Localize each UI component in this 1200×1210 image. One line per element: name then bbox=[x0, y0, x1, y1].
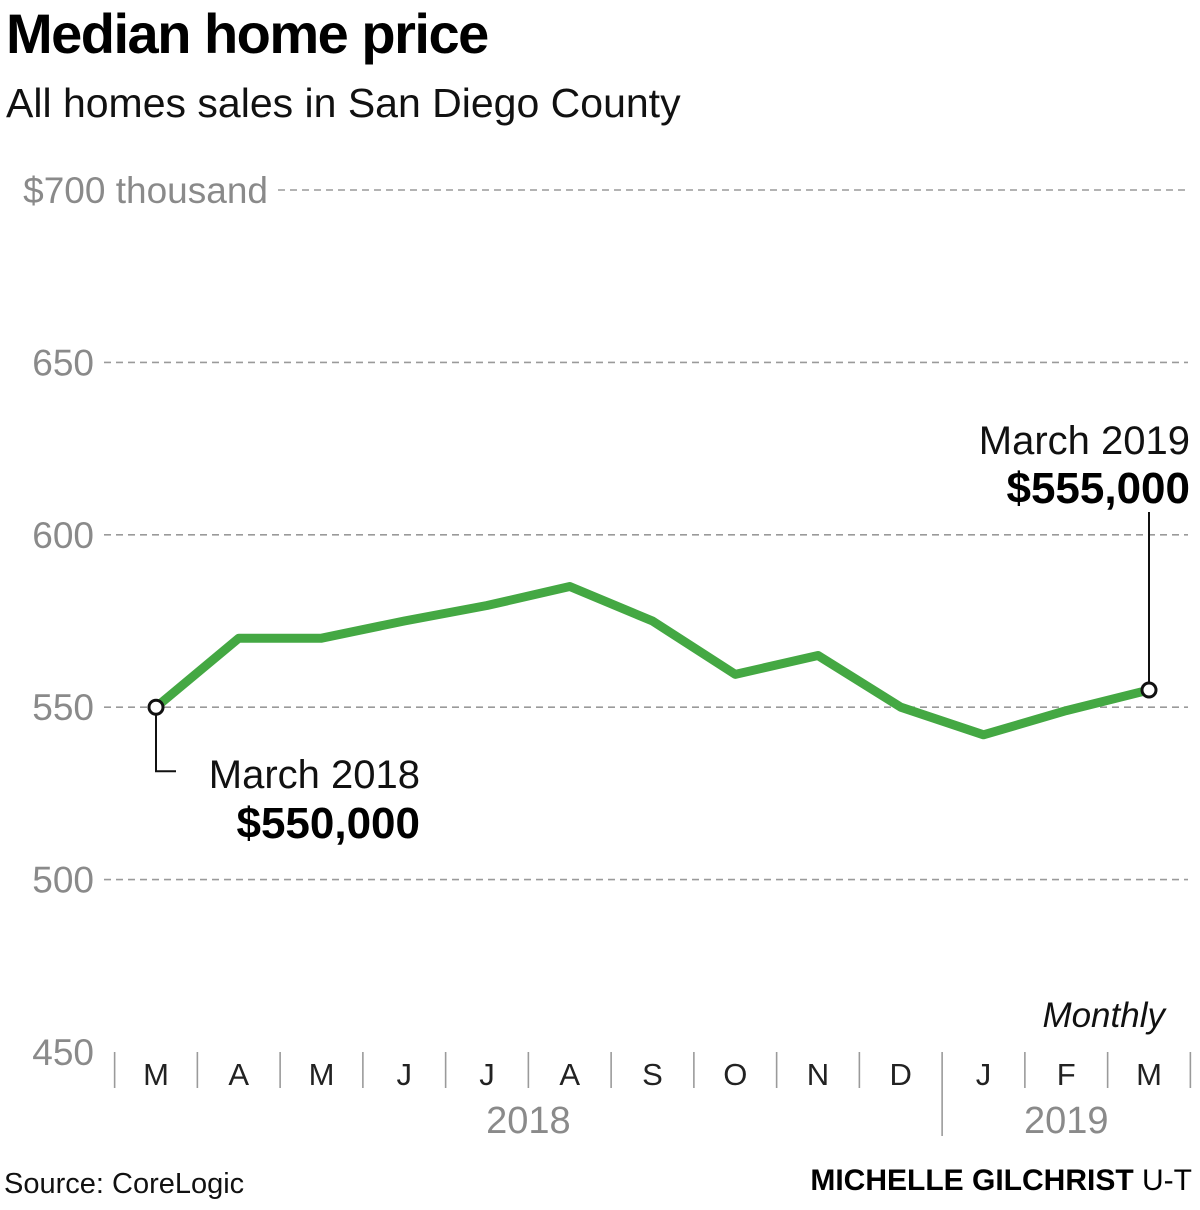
annotation-leader-start bbox=[155, 707, 176, 773]
x-tick-label: M bbox=[1136, 1057, 1162, 1092]
y-tick-label: 600 bbox=[32, 515, 94, 556]
annotation-value-start: $550,000 bbox=[236, 799, 420, 848]
data-point-end bbox=[1140, 681, 1158, 699]
x-tick-label: S bbox=[642, 1057, 663, 1092]
x-tick-label: M bbox=[309, 1057, 335, 1092]
x-tick-label: F bbox=[1057, 1057, 1076, 1092]
credit-org: U-T bbox=[1142, 1164, 1192, 1197]
credit-line: MICHELLE GILCHRIST U-T bbox=[810, 1162, 1192, 1200]
credit-name: MICHELLE GILCHRIST bbox=[810, 1164, 1134, 1197]
annotation-value-end: $555,000 bbox=[1006, 464, 1190, 513]
x-tick-label: J bbox=[479, 1057, 495, 1092]
source-note: Source: CoreLogic bbox=[4, 1168, 245, 1200]
y-tick-label: $700 thousand bbox=[23, 170, 268, 211]
year-label: 2019 bbox=[1024, 1100, 1109, 1142]
chart-subtitle: All homes sales in San Diego County bbox=[6, 80, 681, 126]
data-point-start bbox=[147, 698, 165, 716]
x-tick-label: N bbox=[807, 1057, 829, 1092]
x-tick-label: D bbox=[890, 1057, 912, 1092]
x-tick-label: O bbox=[723, 1057, 747, 1092]
y-tick-label: 450 bbox=[32, 1032, 94, 1073]
x-tick-label: M bbox=[143, 1057, 169, 1092]
x-tick-label: A bbox=[559, 1057, 580, 1092]
chart-title: Median home price bbox=[6, 2, 489, 65]
x-tick-label: J bbox=[976, 1057, 992, 1092]
series-line bbox=[151, 582, 1154, 740]
y-tick-label: 550 bbox=[32, 687, 94, 728]
frequency-label: Monthly bbox=[1042, 996, 1167, 1035]
year-label: 2018 bbox=[486, 1100, 571, 1142]
annotation-label-start: March 2018 bbox=[209, 753, 420, 797]
x-tick-label: A bbox=[228, 1057, 249, 1092]
annotation-label-end: March 2019 bbox=[979, 419, 1190, 463]
y-tick-label: 650 bbox=[32, 342, 94, 383]
y-tick-label: 500 bbox=[32, 860, 94, 901]
x-tick-label: J bbox=[397, 1057, 413, 1092]
